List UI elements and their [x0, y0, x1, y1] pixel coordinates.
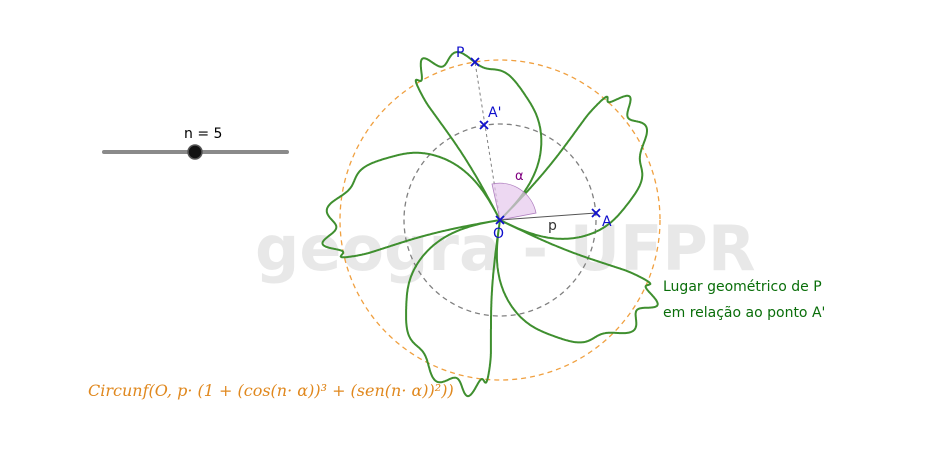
- locus-caption-line1: Lugar geométrico de P: [663, 279, 822, 295]
- point-p-marker[interactable]: [470, 57, 480, 67]
- point-a-prime-marker[interactable]: [479, 120, 489, 130]
- point-a-prime-label: A': [488, 105, 501, 121]
- locus-curve: [321, 50, 659, 398]
- point-p-label: P: [456, 45, 464, 61]
- locus-formula: Circunf(O, p· (1 + (cos(n· α))³ + (sen(n…: [88, 381, 454, 400]
- segment-oa: [499, 212, 597, 221]
- segment-p-label: p: [548, 218, 557, 234]
- locus-caption-line2: em relação ao ponto A': [663, 305, 825, 321]
- point-a-label: A: [602, 214, 612, 230]
- point-a-prime[interactable]: A': [479, 105, 501, 130]
- point-a[interactable]: A: [591, 208, 612, 230]
- point-a-marker[interactable]: [591, 208, 601, 218]
- slider-label: n = 5: [184, 126, 222, 142]
- point-p[interactable]: P: [456, 45, 480, 67]
- alpha-label: α: [515, 169, 524, 184]
- outer-dashed-circle: [339, 59, 661, 381]
- watermark-text: geogra - UFPR: [255, 212, 756, 285]
- reference-dashed-circle: [403, 123, 597, 317]
- slider-handle[interactable]: [187, 144, 203, 160]
- point-o[interactable]: O: [493, 215, 505, 242]
- angle-alpha-sector: [491, 182, 537, 221]
- point-o-marker[interactable]: [495, 215, 505, 225]
- point-o-label: O: [493, 226, 504, 242]
- n-slider[interactable]: n = 5: [102, 126, 289, 160]
